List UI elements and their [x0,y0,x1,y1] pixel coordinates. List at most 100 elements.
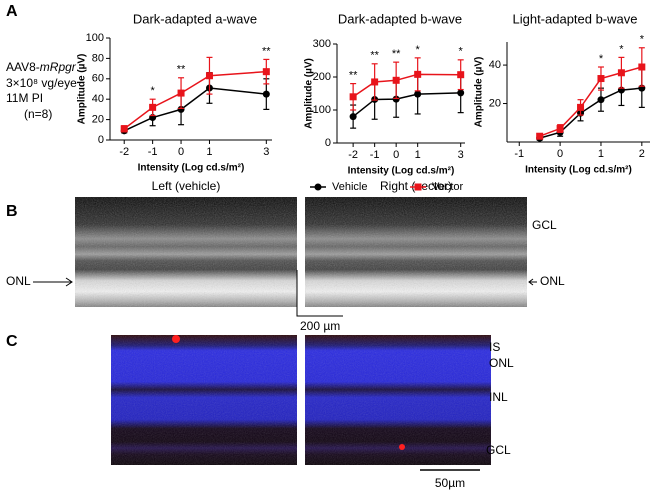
significance-label: * [599,53,604,65]
y-tick-label: 300 [313,38,331,50]
y-axis-label: Amplitude (µV) [474,57,485,128]
layer-label: IS [489,340,500,354]
layer-label: INL [489,390,508,404]
marker [262,90,270,98]
marker [536,132,544,140]
timepoint: 11M PI [6,91,43,105]
dose: 3×10⁸ vg/eye [6,76,77,90]
oct-image-left [75,197,297,307]
treatment-label: AAV8-mRpgr [6,60,77,74]
marker [349,113,357,121]
y-tick-label: 100 [86,32,104,44]
legend-marker [314,183,322,191]
marker [120,125,128,133]
marker [177,105,185,113]
arrow [33,277,73,287]
x-tick-label: -2 [119,146,129,158]
arrow [528,278,537,286]
x-tick-label: 3 [263,146,269,158]
series-line [539,66,643,137]
image-title: Left (vehicle) [152,179,221,193]
x-tick-label: 1 [206,146,212,158]
x-tick-label: -2 [348,149,358,161]
chart-title: Dark-adapted a-wave [133,11,257,26]
vector-prefix: AAV8- [6,60,40,74]
x-axis-label: Intensity (Log cd.s/m²) [525,165,632,176]
marker [556,125,564,133]
layer-label: ONL [6,274,31,288]
y-tick-label: 200 [313,71,331,83]
chart-title: Dark-adapted b-wave [338,11,462,26]
layer-label: ONL [540,274,565,288]
x-tick-label: -1 [148,146,158,158]
legend-label: Vehicle [332,181,367,193]
legend-marker [414,183,422,191]
marker [617,69,625,77]
significance-label: ** [177,64,186,76]
fluorescence-image-right [305,335,491,465]
y-tick-label: 20 [489,97,501,109]
y-axis-label: Amplitude (µV) [77,54,88,125]
significance-label: ** [370,50,379,62]
significance-label: * [619,43,624,55]
panel-label: B [6,203,18,220]
x-tick-label: 3 [458,149,464,161]
marker [392,95,400,103]
y-tick-label: 40 [489,59,501,71]
y-axis-label: Amplitude (µV) [304,58,315,129]
significance-label: ** [349,70,358,82]
marker [262,68,270,76]
layer-label: GCL [532,218,557,232]
marker [577,103,585,111]
x-tick-label: 2 [639,148,645,160]
marker [597,75,605,83]
x-axis-label: Intensity (Log cd.s/m²) [348,166,455,177]
fluorescence-image-left [111,335,297,465]
significance-label: ** [262,45,271,57]
chart-title: Light-adapted b-wave [512,11,637,26]
y-tick-label: 0 [98,134,104,146]
marker [414,70,422,78]
significance-label: * [459,46,464,58]
layer-label: ONL [489,356,514,370]
y-tick-label: 20 [92,114,104,126]
layer-label: GCL [486,443,511,457]
significance-label: ** [392,48,401,60]
x-tick-label: 1 [415,149,421,161]
marker [177,89,185,97]
y-tick-label: 60 [92,73,104,85]
x-tick-label: 0 [557,148,563,160]
vector-gene: mRpgr [40,60,77,74]
series-line [123,87,267,132]
marker [597,96,605,104]
significance-label: * [640,34,645,46]
marker [205,72,213,80]
marker [414,90,422,98]
x-axis-label: Intensity (Log cd.s/m²) [138,163,245,174]
x-tick-label: 0 [393,149,399,161]
series-line [352,92,461,118]
marker [457,89,465,97]
y-tick-label: 100 [313,104,331,116]
y-tick-label: 40 [92,93,104,105]
legend-label: Vector [432,181,464,193]
panel-label: C [6,333,18,350]
x-tick-label: 0 [178,146,184,158]
panel-label: A [6,3,18,20]
x-tick-label: -1 [514,148,524,160]
scale-label: 200 µm [300,319,340,333]
scale-bar [296,270,343,317]
marker [149,103,157,111]
significance-label: * [416,44,421,56]
y-tick-label: 80 [92,52,104,64]
significance-label: * [150,85,155,97]
scale-label: 50µm [435,476,465,490]
marker [349,93,357,101]
x-tick-label: -1 [370,149,380,161]
sample-size: (n=8) [24,107,52,121]
marker [371,78,379,86]
marker [457,71,465,79]
oct-image-right [305,197,527,307]
marker [392,76,400,84]
